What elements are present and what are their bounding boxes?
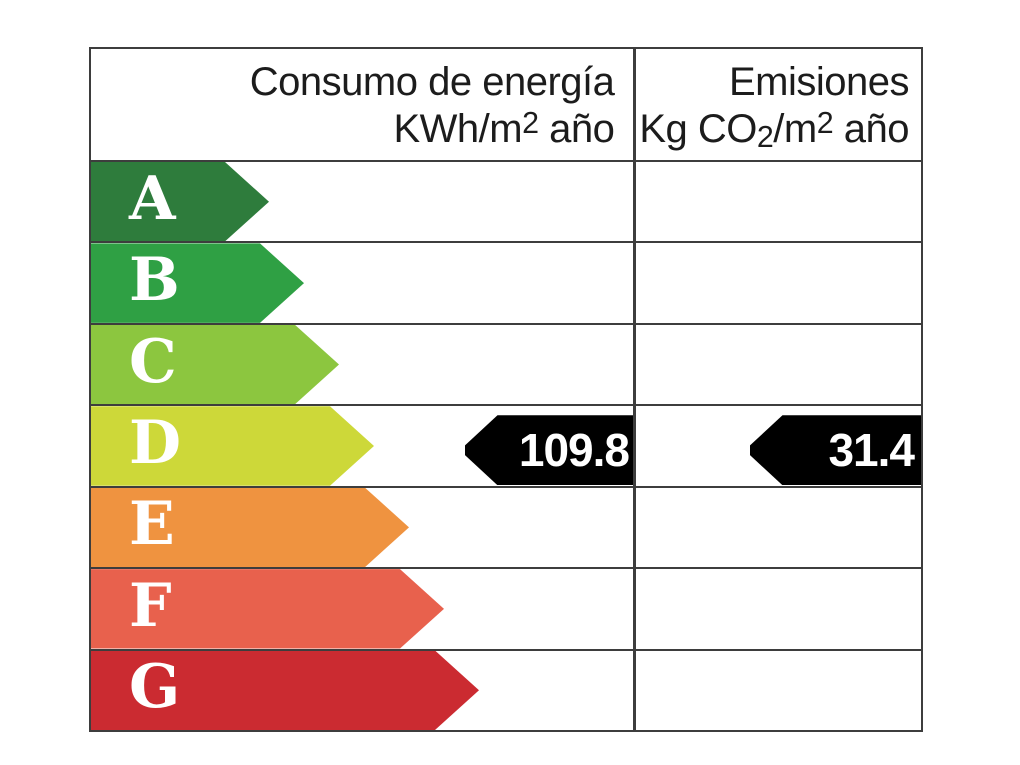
emissions-header-line1: Emisiones: [728, 60, 910, 104]
rating-row-e: E: [91, 485, 921, 567]
emissions-header: Emisiones Kg CO2/m2 año: [634, 49, 921, 160]
subscript-2: 2: [756, 120, 774, 155]
rating-band-f: F: [91, 569, 444, 648]
emissions-value: 31.4: [828, 424, 915, 477]
energy-rating-chart: Consumo de energía KWh/m2 año Emisiones …: [89, 47, 923, 732]
rating-row-g: G: [91, 648, 921, 730]
rating-row-a: A: [91, 160, 921, 241]
emissions-value-arrow: 31.4: [750, 415, 921, 486]
rating-row-c: C: [91, 322, 921, 404]
chart-header: Consumo de energía KWh/m2 año Emisiones …: [91, 49, 921, 160]
rating-band-g: G: [91, 651, 479, 730]
rating-letter-f: F: [129, 570, 172, 641]
rating-row-b: B: [91, 241, 921, 322]
rating-band-d: D: [91, 406, 374, 485]
rating-row-d: D 109.8 31.4: [91, 404, 921, 485]
consumption-value-arrow: 109.8: [465, 415, 636, 486]
rating-band-a: A: [91, 162, 269, 241]
rating-letter-g: G: [129, 652, 181, 723]
consumption-value: 109.8: [518, 424, 630, 477]
consumption-unit: KWh/m2 año: [393, 105, 615, 151]
rating-letter-a: A: [129, 163, 176, 234]
rating-row-f: F: [91, 567, 921, 648]
rating-letter-c: C: [129, 326, 177, 397]
consumption-header: Consumo de energía KWh/m2 año: [91, 49, 630, 160]
superscript-2: 2: [816, 105, 834, 140]
rating-band-c: C: [91, 325, 339, 404]
rating-band-e: E: [91, 488, 409, 567]
column-divider: [633, 49, 636, 730]
consumption-header-line1: Consumo de energía: [249, 60, 615, 104]
rating-band-b: B: [91, 243, 304, 322]
superscript-2: 2: [522, 105, 539, 140]
rating-letter-e: E: [129, 489, 175, 560]
emissions-unit: Kg CO2/m2 año: [639, 105, 909, 155]
rating-letter-b: B: [129, 245, 180, 316]
rating-letter-d: D: [129, 407, 182, 478]
